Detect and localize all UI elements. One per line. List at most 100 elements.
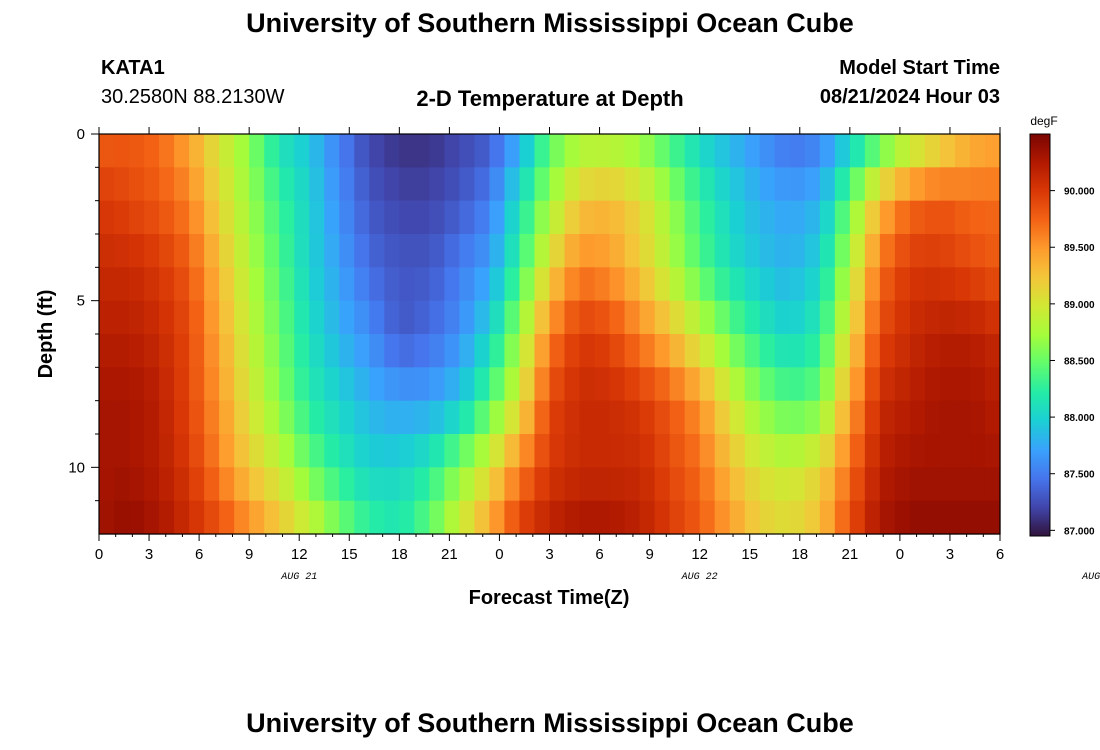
heatmap-cell — [939, 267, 956, 302]
heatmap-cell — [654, 400, 671, 435]
heatmap-cell — [894, 234, 911, 268]
colorbar-unit: degF — [1030, 114, 1057, 128]
heatmap-cell — [279, 334, 295, 368]
heatmap-cell — [294, 234, 310, 268]
heatmap-cell — [699, 500, 716, 535]
heatmap-cell — [909, 300, 926, 335]
heatmap-cell — [144, 300, 160, 335]
heatmap-cell — [804, 267, 821, 302]
heatmap-cell — [579, 367, 596, 402]
heatmap-cell — [984, 300, 1001, 335]
heatmap-cell — [204, 367, 220, 402]
heatmap-cell — [759, 134, 776, 168]
heatmap-cell — [384, 400, 400, 435]
heatmap-cell — [429, 367, 445, 402]
heatmap-cell — [249, 434, 265, 468]
heatmap-cell — [729, 134, 746, 168]
heatmap-cell — [954, 434, 971, 468]
heatmap-cell — [339, 434, 355, 468]
heatmap-cell — [369, 400, 385, 435]
heatmap-cell — [144, 200, 160, 235]
heatmap-cell — [234, 400, 250, 435]
heatmap-cell — [624, 234, 641, 268]
heatmap-cell — [624, 267, 641, 302]
heatmap-cell — [864, 367, 881, 402]
heatmap-cell — [579, 467, 596, 502]
heatmap-cell — [879, 134, 896, 168]
x-tick-label: 21 — [841, 546, 858, 563]
heatmap-cell — [714, 134, 731, 168]
heatmap-cell — [144, 400, 160, 435]
heatmap-cell — [699, 200, 716, 235]
heatmap-cell — [609, 500, 626, 535]
heatmap-cell — [384, 467, 400, 502]
heatmap-cell — [744, 400, 761, 435]
heatmap-cell — [774, 167, 791, 202]
heatmap-cell — [834, 134, 851, 168]
colorbar-tick-label: 88.000 — [1064, 413, 1095, 424]
heatmap-cell — [789, 500, 806, 535]
heatmap-cell — [699, 367, 716, 402]
heatmap-cell — [834, 434, 851, 468]
heatmap-cell — [489, 167, 506, 202]
heatmap-cell — [669, 200, 686, 235]
heatmap-cell — [654, 334, 671, 368]
heatmap-cell — [354, 267, 370, 302]
heatmap-cell — [624, 400, 641, 435]
heatmap-cell — [384, 267, 400, 302]
heatmap-cell — [969, 367, 986, 402]
chart-subtitle: 2-D Temperature at Depth — [416, 86, 684, 111]
heatmap-cell — [159, 434, 175, 468]
heatmap-cell — [984, 434, 1001, 468]
heatmap-cell — [114, 234, 130, 268]
heatmap-cell — [264, 367, 280, 402]
heatmap-cell — [774, 234, 791, 268]
heatmap-cell — [924, 334, 941, 368]
x-axis-title: Forecast Time(Z) — [469, 587, 630, 609]
heatmap-cell — [969, 334, 986, 368]
heatmap-cell — [819, 334, 836, 368]
heatmap-cell — [639, 467, 656, 502]
heatmap-cell — [264, 167, 280, 202]
heatmap-cell — [789, 234, 806, 268]
heatmap-cell — [609, 334, 626, 368]
heatmap-cell — [114, 134, 130, 168]
heatmap-cell — [684, 234, 701, 268]
heatmap-cell — [264, 234, 280, 268]
heatmap-cell — [819, 467, 836, 502]
heatmap-cell — [894, 334, 911, 368]
heatmap-cell — [144, 134, 160, 168]
heatmap-cell — [174, 400, 190, 435]
heatmap-cell — [939, 200, 956, 235]
heatmap-cell — [309, 267, 325, 302]
heatmap-cell — [924, 234, 941, 268]
heatmap-cell — [444, 500, 460, 535]
heatmap-cell — [939, 400, 956, 435]
heatmap-cell — [849, 334, 866, 368]
heatmap-cell — [534, 167, 551, 202]
heatmap-cell — [309, 200, 325, 235]
heatmap-cell — [579, 267, 596, 302]
heatmap-cell — [594, 167, 611, 202]
heatmap-cell — [789, 334, 806, 368]
heatmap-cell — [519, 434, 536, 468]
heatmap-cell — [129, 500, 145, 535]
heatmap-cell — [594, 300, 611, 335]
heatmap-cell — [759, 200, 776, 235]
heatmap-cell — [939, 300, 956, 335]
heatmap-cell — [609, 234, 626, 268]
heatmap-cell — [909, 434, 926, 468]
colorbar-tick-label: 87.500 — [1064, 470, 1095, 481]
heatmap-cell — [789, 434, 806, 468]
heatmap-cell — [624, 200, 641, 235]
heatmap-cell — [294, 267, 310, 302]
heatmap-cell — [474, 367, 491, 402]
heatmap-cell — [864, 200, 881, 235]
heatmap-cell — [294, 134, 310, 168]
heatmap-cell — [129, 134, 145, 168]
heatmap-cell — [429, 500, 445, 535]
heatmap-cell — [129, 434, 145, 468]
heatmap-cell — [249, 334, 265, 368]
heatmap-cell — [954, 200, 971, 235]
heatmap-cell — [309, 467, 325, 502]
